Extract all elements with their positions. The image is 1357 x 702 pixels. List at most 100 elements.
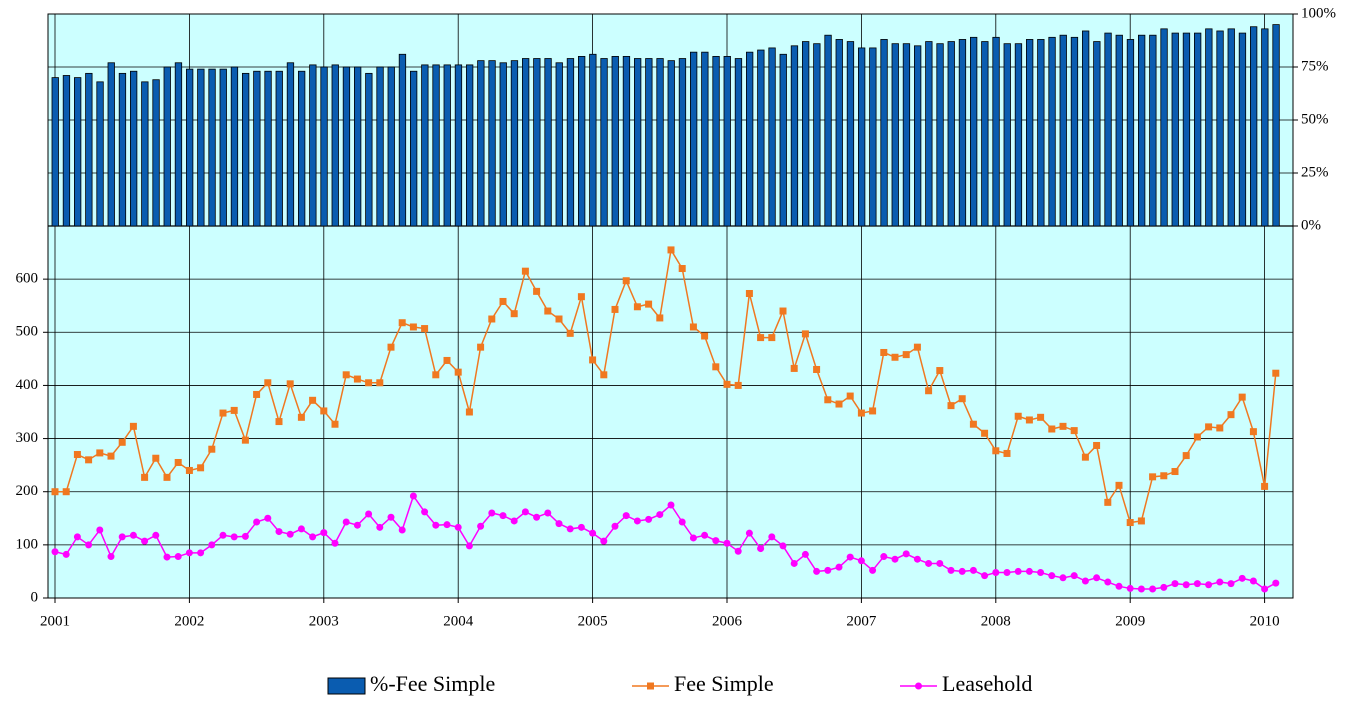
legend-label: %-Fee Simple: [370, 671, 495, 696]
marker: [73, 533, 81, 541]
y2-tick-label: 0%: [1301, 217, 1321, 233]
bar: [118, 72, 127, 227]
bar: [331, 64, 339, 227]
marker: [880, 348, 888, 356]
bar: [107, 62, 115, 227]
marker: [902, 351, 910, 359]
bar: [723, 56, 731, 227]
marker: [264, 514, 272, 522]
bar: [185, 68, 194, 227]
marker: [667, 246, 675, 254]
marker: [768, 533, 776, 541]
y2-tick-label: 75%: [1301, 58, 1329, 74]
marker: [1149, 473, 1157, 481]
bar: [1003, 43, 1011, 227]
marker: [622, 277, 630, 285]
bar: [891, 43, 899, 227]
marker: [1081, 577, 1089, 585]
marker: [432, 521, 440, 529]
marker: [611, 522, 619, 530]
marker: [331, 539, 339, 547]
marker: [835, 563, 843, 571]
marker: [745, 289, 753, 297]
bar: [678, 58, 687, 227]
marker: [230, 533, 238, 541]
bar: [1138, 34, 1146, 227]
marker: [264, 379, 272, 387]
marker: [1025, 416, 1033, 424]
marker: [566, 525, 574, 533]
legend-label: Leasehold: [942, 671, 1032, 696]
bar: [1126, 39, 1135, 227]
bar: [241, 72, 250, 227]
marker: [241, 532, 249, 540]
marker: [824, 396, 832, 404]
marker: [230, 406, 238, 414]
marker: [645, 515, 653, 523]
marker: [1171, 580, 1179, 588]
bar: [522, 58, 530, 227]
bar: [1261, 28, 1269, 227]
marker: [152, 531, 160, 539]
marker: [96, 449, 104, 457]
marker: [510, 517, 518, 525]
bar: [1070, 36, 1079, 227]
marker: [958, 567, 966, 575]
marker: [1182, 452, 1190, 460]
bar: [1227, 28, 1235, 227]
marker: [1182, 581, 1190, 589]
marker: [611, 305, 619, 313]
marker: [499, 297, 507, 305]
marker: [790, 559, 798, 567]
y2-tick-label: 100%: [1301, 5, 1336, 21]
marker: [107, 452, 115, 460]
bar: [947, 41, 955, 227]
marker: [1272, 579, 1280, 587]
marker: [1137, 585, 1145, 593]
marker: [689, 323, 697, 331]
marker: [141, 473, 149, 481]
bar: [74, 77, 82, 227]
marker: [477, 522, 485, 530]
marker: [1037, 568, 1045, 576]
bar: [589, 53, 597, 227]
y-tick-label: 400: [16, 377, 39, 393]
bar: [230, 66, 239, 227]
marker: [1261, 585, 1269, 593]
marker: [757, 545, 765, 553]
bar: [936, 43, 944, 227]
bar: [846, 41, 855, 227]
y-tick-label: 500: [16, 324, 39, 340]
bar: [802, 41, 810, 227]
bar: [914, 45, 922, 227]
bar: [454, 64, 463, 227]
marker: [342, 371, 350, 379]
bar: [1059, 34, 1067, 227]
marker: [409, 323, 417, 331]
marker: [1104, 578, 1112, 586]
marker: [936, 559, 944, 567]
x-tick-label: 2006: [712, 613, 743, 629]
bar: [1014, 43, 1023, 227]
bar: [1250, 26, 1258, 227]
bar: [129, 70, 138, 227]
marker: [365, 510, 373, 518]
bar: [1238, 32, 1247, 227]
x-tick-label: 2001: [40, 613, 70, 629]
marker: [1272, 369, 1280, 377]
marker: [241, 436, 249, 444]
marker: [801, 550, 809, 558]
marker: [992, 568, 1000, 576]
marker: [947, 402, 955, 410]
marker: [465, 542, 473, 550]
bar: [432, 64, 440, 227]
bar: [1272, 24, 1280, 227]
marker: [734, 547, 742, 555]
marker: [633, 517, 641, 525]
marker: [577, 523, 585, 531]
marker: [521, 267, 529, 275]
marker: [488, 315, 496, 323]
bar: [409, 70, 418, 227]
bar: [1104, 32, 1112, 227]
x-tick-label: 2007: [846, 613, 877, 629]
